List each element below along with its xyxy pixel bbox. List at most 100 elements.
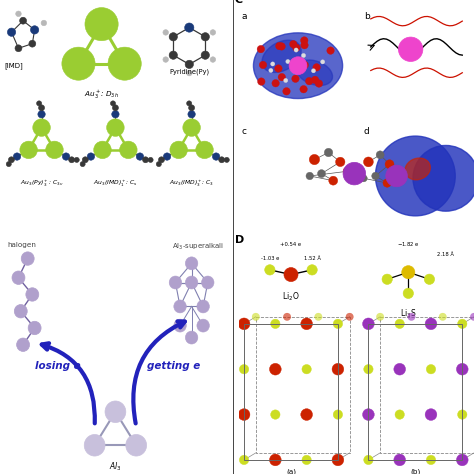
Ellipse shape [262, 40, 301, 73]
Text: D: D [235, 235, 244, 245]
Circle shape [300, 85, 307, 93]
Circle shape [302, 455, 311, 465]
Circle shape [238, 409, 250, 420]
Circle shape [270, 364, 281, 375]
Ellipse shape [296, 60, 333, 85]
Text: Au$_3$(IMD)$_1^+$: $C_s$: Au$_3$(IMD)$_1^+$: $C_s$ [93, 178, 138, 189]
Circle shape [363, 318, 374, 330]
Circle shape [315, 313, 322, 320]
Circle shape [80, 162, 85, 167]
Circle shape [283, 78, 288, 82]
Text: Au$_3$(Py)$_3^+$: $C_{3v}$: Au$_3$(Py)$_3^+$: $C_{3v}$ [20, 178, 64, 189]
Circle shape [201, 51, 210, 59]
Circle shape [318, 170, 326, 178]
Circle shape [271, 62, 275, 66]
Circle shape [185, 276, 198, 289]
Circle shape [257, 46, 264, 53]
Circle shape [278, 73, 285, 81]
Circle shape [301, 318, 312, 330]
Text: getting e: getting e [146, 361, 200, 371]
Circle shape [272, 80, 279, 87]
Circle shape [174, 319, 186, 332]
Text: c: c [242, 127, 246, 136]
Circle shape [292, 44, 300, 52]
Circle shape [424, 274, 435, 284]
Circle shape [302, 365, 311, 374]
Circle shape [36, 101, 42, 106]
Ellipse shape [413, 146, 474, 211]
Circle shape [346, 313, 354, 320]
Text: (a): (a) [286, 468, 296, 474]
Circle shape [402, 265, 415, 279]
Circle shape [315, 80, 323, 87]
Circle shape [94, 141, 111, 159]
Circle shape [219, 157, 225, 163]
Text: a: a [242, 12, 247, 21]
Circle shape [343, 167, 352, 175]
Circle shape [399, 37, 423, 62]
Circle shape [29, 40, 36, 47]
Circle shape [183, 119, 201, 137]
Circle shape [112, 110, 119, 118]
Circle shape [343, 163, 365, 185]
Circle shape [62, 47, 95, 80]
Circle shape [9, 157, 14, 163]
Circle shape [264, 264, 275, 275]
Circle shape [148, 157, 153, 163]
Circle shape [12, 271, 25, 284]
Circle shape [269, 68, 273, 73]
Circle shape [13, 153, 21, 160]
Circle shape [301, 41, 308, 49]
Circle shape [360, 175, 367, 182]
Circle shape [8, 28, 16, 36]
Circle shape [158, 157, 164, 163]
Circle shape [63, 153, 70, 160]
Bar [368, 324, 462, 460]
Text: -1.03 e: -1.03 e [261, 256, 279, 262]
Circle shape [426, 455, 436, 465]
Circle shape [394, 364, 406, 375]
Circle shape [224, 157, 229, 163]
Circle shape [169, 33, 177, 41]
Circle shape [110, 101, 116, 106]
Circle shape [320, 60, 325, 64]
Circle shape [238, 318, 250, 330]
Circle shape [383, 179, 392, 187]
Circle shape [187, 101, 191, 106]
Circle shape [395, 319, 404, 328]
Circle shape [163, 30, 168, 35]
Text: b: b [364, 12, 369, 21]
Ellipse shape [375, 136, 455, 216]
Circle shape [17, 338, 29, 351]
Text: losing e: losing e [35, 361, 81, 371]
Circle shape [301, 54, 306, 58]
Circle shape [336, 157, 345, 166]
Text: Al$_3$-superalkali: Al$_3$-superalkali [172, 242, 224, 252]
FancyArrowPatch shape [42, 343, 95, 423]
Circle shape [457, 410, 467, 419]
Circle shape [364, 365, 373, 374]
Circle shape [376, 151, 384, 159]
Circle shape [278, 43, 285, 50]
Circle shape [38, 105, 45, 111]
Text: Au$_3$(IMD)$_3^+$: $C_3$: Au$_3$(IMD)$_3^+$: $C_3$ [169, 178, 214, 189]
Circle shape [311, 69, 316, 73]
Circle shape [85, 8, 118, 41]
Circle shape [290, 40, 297, 48]
Circle shape [425, 409, 437, 420]
Circle shape [332, 454, 344, 466]
Circle shape [74, 157, 79, 163]
Circle shape [311, 76, 319, 83]
Circle shape [105, 401, 126, 422]
Circle shape [364, 455, 373, 465]
Circle shape [197, 319, 210, 332]
Circle shape [274, 65, 282, 73]
Circle shape [385, 160, 394, 169]
Text: Al$_3$: Al$_3$ [109, 461, 122, 474]
Circle shape [21, 252, 34, 265]
Circle shape [284, 267, 298, 282]
Circle shape [169, 276, 182, 289]
Circle shape [333, 319, 343, 328]
Circle shape [164, 153, 171, 160]
Circle shape [271, 410, 280, 419]
